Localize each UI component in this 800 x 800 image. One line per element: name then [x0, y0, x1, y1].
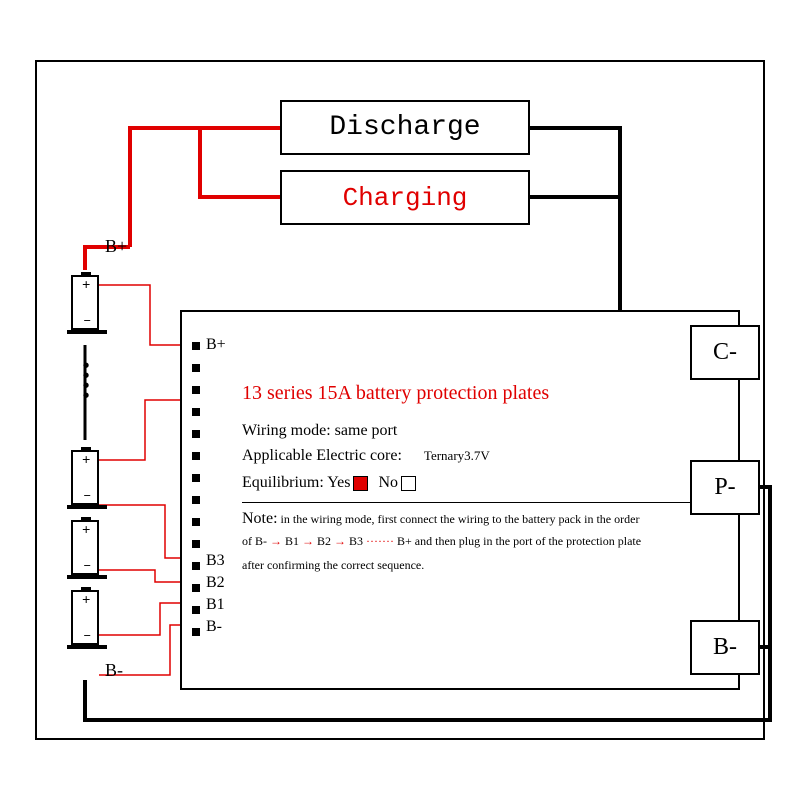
port-b-label: B- — [713, 634, 737, 661]
note-seq-start: of B- — [242, 534, 267, 548]
charging-label: Charging — [343, 183, 468, 213]
port-b-minus: B- — [690, 620, 760, 675]
spec-equilibrium: Equilibrium: Yes No — [242, 474, 422, 492]
note-label: Note: — [242, 510, 278, 527]
pin-label-b2: B2 — [206, 574, 225, 592]
discharge-box: Discharge — [280, 100, 530, 155]
checkbox-no-icon — [401, 476, 416, 491]
note-text-2: B+ and then plug in the port of the prot… — [397, 534, 641, 548]
pin-rail — [190, 342, 202, 662]
note-text-1: in the wiring mode, first connect the wi… — [281, 512, 640, 526]
spec-wiring-mode: Wiring mode: same port — [242, 422, 397, 440]
charging-box: Charging — [280, 170, 530, 225]
arrow-icon: → — [302, 534, 314, 548]
ellipsis-icon: •••• — [80, 365, 92, 405]
equilibrium-label: Equilibrium: — [242, 474, 324, 491]
note-seq-b3: B3 — [349, 534, 363, 548]
spec-core: Applicable Electric core: Ternary3.7V — [242, 447, 490, 465]
dots-icon: ······· — [366, 534, 394, 548]
discharge-label: Discharge — [329, 112, 480, 143]
pin-label-b1: B1 — [206, 596, 225, 614]
note-row-1: Note: in the wiring mode, first connect … — [242, 510, 712, 528]
wiring-mode-label: Wiring mode: — [242, 422, 331, 439]
port-p-minus: P- — [690, 460, 760, 515]
protection-board: B+ B3 B2 B1 B- 13 series 15A battery pro… — [180, 310, 740, 690]
port-c-minus: C- — [690, 325, 760, 380]
battery-cell — [71, 520, 99, 575]
battery-cell — [71, 450, 99, 505]
core-value: Ternary3.7V — [424, 448, 490, 463]
wiring-mode-value: same port — [335, 422, 398, 439]
note-seq-b1: B1 — [285, 534, 299, 548]
pin-label-bminus: B- — [206, 618, 222, 636]
checkbox-yes-icon — [353, 476, 368, 491]
divider — [242, 502, 712, 503]
terminal-b-plus: B+ — [105, 236, 127, 257]
arrow-icon: → — [270, 534, 282, 548]
board-title: 13 series 15A battery protection plates — [242, 382, 549, 405]
port-c-label: C- — [713, 339, 737, 366]
battery-cell — [71, 275, 99, 330]
port-p-label: P- — [714, 474, 735, 501]
equilibrium-no: No — [378, 474, 398, 491]
arrow-icon: → — [334, 534, 346, 548]
note-row-3: after confirming the correct sequence. — [242, 558, 712, 573]
note-seq-b2: B2 — [317, 534, 331, 548]
note-row-2: of B- → B1 → B2 → B3 ······· B+ and then… — [242, 534, 712, 549]
core-label: Applicable Electric core: — [242, 447, 402, 464]
pin-label-bplus: B+ — [206, 336, 226, 354]
equilibrium-yes: Yes — [327, 474, 350, 491]
battery-cell — [71, 590, 99, 645]
diagram-canvas: Discharge Charging B+ B3 B2 B1 B- 13 ser… — [0, 0, 800, 800]
pin-label-b3: B3 — [206, 552, 225, 570]
terminal-b-minus: B- — [105, 660, 123, 681]
